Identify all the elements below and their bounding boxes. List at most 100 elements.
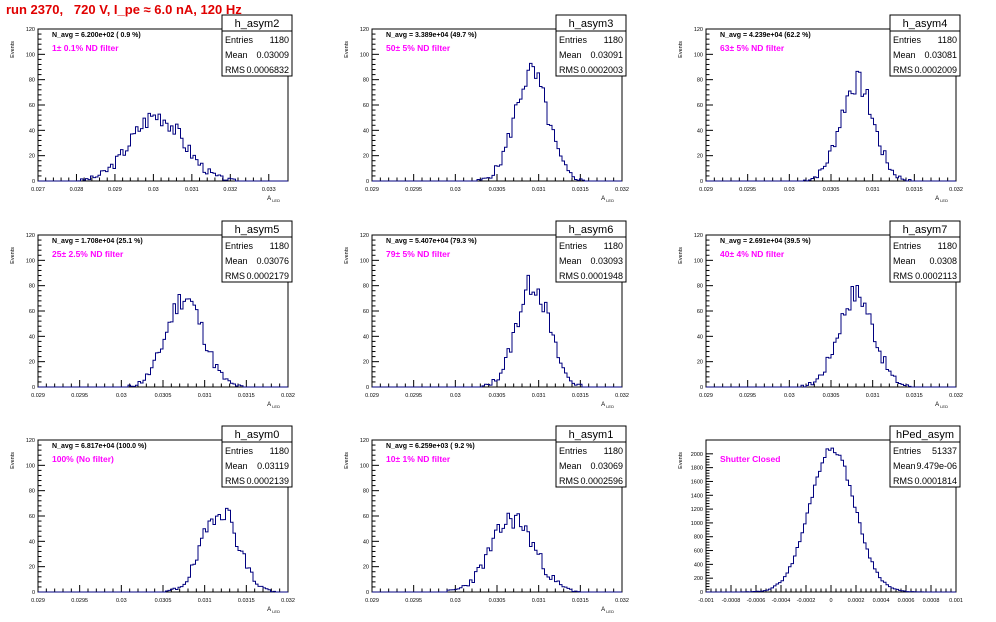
y-tick-label: 20 xyxy=(363,565,369,571)
stats-key: Mean xyxy=(225,461,248,471)
x-tick-label: 0.0305 xyxy=(823,393,840,399)
y-tick-label: 1800 xyxy=(691,466,703,472)
y-tick-label: 120 xyxy=(360,27,369,33)
x-tick-label: 0.032 xyxy=(949,393,963,399)
histogram-line xyxy=(38,112,288,182)
navg-label: N_avg = 4.239e+04 (62.2 %) xyxy=(720,32,811,39)
stats-key: Entries xyxy=(559,35,588,45)
x-tick-label: 0.0315 xyxy=(572,187,589,193)
y-axis-label: Events xyxy=(678,41,684,58)
stats-value: 0.03091 xyxy=(590,50,623,60)
x-axis-label-sub: LED xyxy=(939,404,948,409)
x-axis-label-sub: LED xyxy=(605,404,614,409)
stats-key: Entries xyxy=(559,241,588,251)
x-tick-label: 0.03 xyxy=(116,598,127,604)
y-tick-label: 40 xyxy=(697,128,703,134)
x-tick-label: 0.032 xyxy=(223,187,237,193)
x-axis-label-sub: LED xyxy=(271,198,280,203)
stats-key: RMS xyxy=(559,476,579,486)
y-tick-label: 20 xyxy=(29,154,35,160)
x-tick-label: 0.029 xyxy=(365,393,379,399)
stats-title: h_asym0 xyxy=(235,429,280,441)
panel-h_asym3: 0 20 40 60 80 100 120 0.029 0.0295 0.03 0.0305 0.03… xyxy=(344,14,629,203)
y-tick-label: 20 xyxy=(29,360,35,366)
filter-note: 1± 0.1% ND filter xyxy=(52,43,119,53)
x-tick-label: 0.032 xyxy=(281,393,295,399)
x-tick-label: -0.001 xyxy=(698,598,714,604)
x-tick-label: 0.031 xyxy=(198,598,212,604)
stats-value: 0.0002009 xyxy=(914,65,957,75)
y-tick-label: 80 xyxy=(697,284,703,290)
x-tick-label: 0.03 xyxy=(784,187,795,193)
y-axis-label: Events xyxy=(344,41,350,58)
stats-value: 1180 xyxy=(938,241,957,251)
stats-value: 0.0002596 xyxy=(580,476,623,486)
y-tick-label: 0 xyxy=(366,179,369,185)
x-axis-label: A LED xyxy=(267,196,280,203)
x-tick-label: 0.029 xyxy=(699,187,713,193)
x-tick-label: 0.03 xyxy=(784,393,795,399)
x-tick-label: 0.03 xyxy=(450,598,461,604)
x-tick-label: 0.03 xyxy=(450,187,461,193)
stats-value: 0.0002113 xyxy=(915,271,957,281)
stats-value: 0.0001814 xyxy=(914,476,957,486)
x-tick-label: -0.0002 xyxy=(797,598,816,604)
stats-value: 0.0002003 xyxy=(580,65,623,75)
stats-value: 0.03093 xyxy=(590,256,623,266)
x-axis-label: A LED xyxy=(601,607,614,614)
panel-hPed_asym: 0 200 400 600 800 1000 1200 1400 1600 1800 2000 -0.… xyxy=(678,425,963,604)
stats-title: h_asym1 xyxy=(569,429,614,441)
x-axis-label: A LED xyxy=(267,402,280,409)
stats-key: Entries xyxy=(893,446,922,456)
filter-note: Shutter Closed xyxy=(720,454,780,464)
x-tick-label: 0.029 xyxy=(108,187,122,193)
stats-key: Mean xyxy=(225,50,248,60)
x-tick-label: 0.0305 xyxy=(155,393,172,399)
navg-label: N_avg = 6.817e+04 (100.0 %) xyxy=(52,443,147,450)
x-tick-label: 0.03 xyxy=(148,187,159,193)
stats-key: RMS xyxy=(559,65,579,75)
x-tick-label: 0.031 xyxy=(532,393,546,399)
stats-value: 0.03081 xyxy=(924,50,957,60)
navg-label: N_avg = 3.389e+04 (49.7 %) xyxy=(386,32,477,39)
x-tick-label: 0.0305 xyxy=(823,187,840,193)
stats-title: h_asym7 xyxy=(903,224,948,236)
stats-key: Mean xyxy=(893,256,916,266)
y-tick-label: 1600 xyxy=(691,479,703,485)
x-tick-label: 0.029 xyxy=(365,187,379,193)
stats-value: 1180 xyxy=(938,35,957,45)
y-tick-label: 20 xyxy=(363,360,369,366)
x-tick-label: 0.0315 xyxy=(572,598,589,604)
filter-note: 25± 2.5% ND filter xyxy=(52,249,124,259)
panel-h_asym7: 0 20 40 60 80 100 120 0.029 0.0295 0.03 0.0305 0.03… xyxy=(678,220,963,409)
stats-box xyxy=(889,425,961,488)
y-tick-label: 20 xyxy=(697,154,703,160)
y-tick-label: 100 xyxy=(360,463,369,469)
x-tick-label: 0.0315 xyxy=(906,187,923,193)
y-axis-label: Events xyxy=(344,452,350,469)
stats-key: Entries xyxy=(893,35,922,45)
x-tick-label: 0.0004 xyxy=(873,598,890,604)
panel-h_asym6: 0 20 40 60 80 100 120 0.029 0.0295 0.03 0.0305 0.03… xyxy=(344,220,629,409)
stats-box xyxy=(221,220,293,283)
y-tick-label: 100 xyxy=(360,52,369,58)
x-tick-label: 0.03 xyxy=(450,393,461,399)
x-tick-label: 0.0295 xyxy=(739,187,756,193)
filter-note: 100% (No filter) xyxy=(52,454,114,464)
x-tick-label: 0.032 xyxy=(281,598,295,604)
stats-key: Mean xyxy=(893,461,916,471)
y-tick-label: 60 xyxy=(29,514,35,520)
stats-key: Entries xyxy=(225,241,254,251)
filter-note: 50± 5% ND filter xyxy=(386,43,451,53)
filter-note: 40± 4% ND filter xyxy=(720,249,785,259)
y-tick-label: 120 xyxy=(26,233,35,239)
x-axis-label-sub: LED xyxy=(271,609,280,614)
y-tick-label: 100 xyxy=(360,258,369,264)
y-tick-label: 200 xyxy=(694,576,703,582)
stats-title: h_asym3 xyxy=(569,18,614,30)
y-tick-label: 60 xyxy=(363,514,369,520)
stats-value: 0.03076 xyxy=(256,256,289,266)
y-tick-label: 100 xyxy=(26,258,35,264)
stats-value: 1180 xyxy=(604,35,623,45)
